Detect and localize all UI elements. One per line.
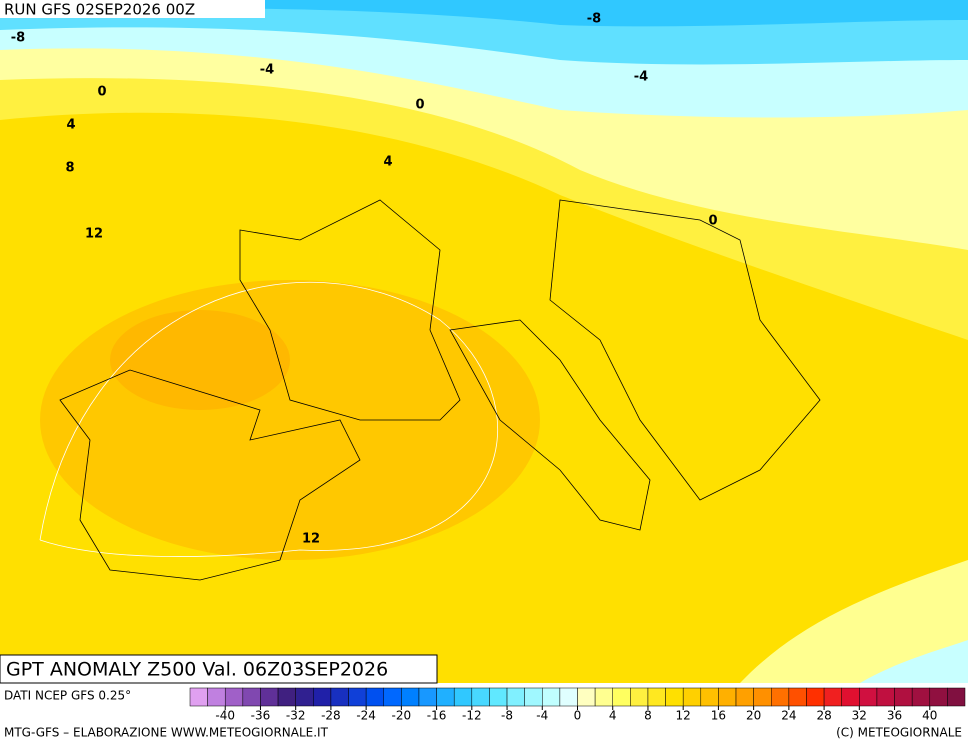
colorbar-swatch [647,687,666,707]
colorbar-swatch [330,687,349,707]
colorbar-swatch [630,687,649,707]
colorbar-swatch [718,687,737,707]
colorbar-swatch [295,687,314,707]
colorbar-swatch [700,687,719,707]
contour-label: -8 [587,12,601,27]
colorbar-swatch [841,687,860,707]
colorbar-swatch [806,687,825,707]
colorbar-tick-label: 36 [887,709,902,723]
contour-label: 8 [65,161,74,176]
contour-label: -4 [634,70,648,85]
contour-label: 4 [66,118,75,133]
colorbar-tick-label: 0 [574,709,582,723]
run-label: RUN GFS 02SEP2026 00Z [4,1,195,19]
colorbar-swatch [313,687,332,707]
map-title: GPT ANOMALY Z500 Val. 06Z03SEP2026 [6,659,388,681]
colorbar-tick-label: 24 [781,709,796,723]
colorbar-tick-label: -32 [286,709,306,723]
contour-labels: -8 -4 0 4 8 12 0 4 -8 -4 0 12 [11,12,718,547]
colorbar-swatch [612,687,631,707]
contour-label: 12 [302,532,320,547]
colorbar-tick-label: 4 [609,709,617,723]
colorbar-tick-label: -28 [321,709,341,723]
colorbar-tick-label: 28 [816,709,831,723]
source: DATI NCEP GFS 0.25° [4,689,131,703]
colorbar-swatch [594,687,613,707]
contour-label: -4 [260,63,274,78]
colorbar-swatch [260,687,279,707]
title-box [0,654,438,684]
footer-right: (C) METEOGIORNALE [836,726,962,740]
contour-label: 4 [383,155,392,170]
footer-left: MTG-GFS – ELABORAZIONE WWW.METEOGIORNALE… [4,726,329,740]
colorbar-tick-label: 12 [676,709,691,723]
header-box [0,0,265,18]
colorbar-swatch [665,687,684,707]
colorbar-tick-label: -20 [392,709,412,723]
colorbar-swatch [471,687,490,707]
colorbar-swatch [876,687,895,707]
colorbar-swatch [242,687,261,707]
colorbar-swatch [753,687,772,707]
contour-label: 0 [708,214,717,229]
colorbar-swatch [436,687,455,707]
colorbar-swatch [894,687,913,707]
colorbar-tick-label: -16 [427,709,447,723]
colorbar-tick-label: 8 [644,709,652,723]
colorbar-swatch [277,687,296,707]
contour-label: -8 [11,31,25,46]
colorbar-tick-label: 40 [922,709,937,723]
contour-label: 0 [415,98,424,113]
colorbar-swatch [735,687,754,707]
colorbar-tick-label: 20 [746,709,761,723]
colorbar-swatch [542,687,561,707]
colorbar-swatch [401,687,420,707]
map [0,0,968,683]
colorbar-tick-label: -8 [501,709,513,723]
colorbar-tick-label: -36 [251,709,271,723]
colorbar-tick-label: 32 [852,709,867,723]
colorbar-tick-label: -24 [356,709,376,723]
colorbar-tick-label: -40 [215,709,235,723]
colorbar-swatch [929,687,948,707]
colorbar-swatch [506,687,525,707]
colorbar-swatch [788,687,807,707]
colorbar-swatch [947,687,966,707]
colorbar-tick-label: -4 [536,709,548,723]
contour-label: 0 [97,85,106,100]
colorbar-swatch [224,687,244,707]
colorbar-swatch [771,687,790,707]
colorbar-swatch [559,687,578,707]
colorbar-swatch [911,687,931,707]
colorbar-tick-label: 16 [711,709,726,723]
colorbar-swatch [418,687,437,707]
colorbar: -40 -36 -32 -28 -24 -20 -16 -12 -8 -4 0 4 8 12 16 20 24 2… [189,687,966,723]
colorbar-swatch [383,687,402,707]
colorbar-swatch [577,687,596,707]
colorbar-swatch [453,687,473,707]
colorbar-swatch [207,687,226,707]
colorbar-swatch [823,687,842,707]
colorbar-swatch [348,687,367,707]
colorbar-swatch [859,687,878,707]
colorbar-swatch [524,687,543,707]
contour-label: 12 [85,227,103,242]
colorbar-swatch [489,687,508,707]
colorbar-swatch [189,687,208,707]
colorbar-swatch [365,687,384,707]
colorbar-swatch [682,687,702,707]
colorbar-tick-label: -12 [462,709,482,723]
